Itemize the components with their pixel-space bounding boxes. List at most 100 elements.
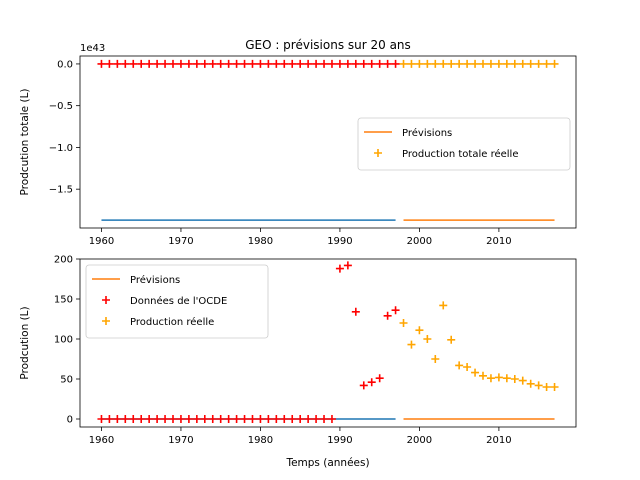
- data-point-marker: [359, 381, 368, 390]
- data-point-marker: [296, 59, 305, 68]
- data-point-marker: [169, 59, 177, 68]
- data-point-marker: [407, 340, 416, 349]
- x-tick-label: 2000: [407, 236, 432, 247]
- data-point-marker: [550, 383, 559, 391]
- data-point-marker: [367, 378, 376, 387]
- data-point-marker: [447, 59, 456, 68]
- data-point-marker: [455, 59, 464, 68]
- data-point-marker: [399, 59, 408, 68]
- legend-entry-label: Prévisions: [130, 274, 180, 286]
- x-tick-label: 1990: [327, 236, 352, 247]
- data-point-marker: [216, 415, 225, 423]
- data-point-marker: [471, 59, 480, 68]
- data-point-marker: [431, 59, 440, 68]
- data-point-marker: [153, 59, 162, 68]
- x-tick-label: 1980: [248, 236, 273, 247]
- data-point-marker: [256, 415, 265, 423]
- data-point-marker: [208, 415, 217, 423]
- data-point-marker: [447, 335, 456, 344]
- data-point-marker: [121, 415, 130, 423]
- data-point-marker: [97, 59, 106, 68]
- data-point-marker: [502, 374, 511, 383]
- data-point-marker: [526, 379, 535, 388]
- data-point-marker: [359, 59, 368, 68]
- data-point-marker: [351, 307, 360, 316]
- data-point-marker: [471, 368, 480, 377]
- data-point-marker: [383, 59, 392, 68]
- data-point-marker: [510, 59, 519, 68]
- data-point-marker: [486, 59, 495, 68]
- x-tick-label: 2010: [486, 435, 511, 446]
- data-point-marker: [439, 59, 448, 68]
- data-point-marker: [320, 415, 329, 423]
- data-point-marker: [280, 415, 289, 423]
- data-point-marker: [463, 59, 472, 68]
- y-axis-label: Prodcution totale (L): [19, 88, 31, 195]
- data-point-marker: [542, 59, 551, 68]
- data-point-marker: [192, 415, 201, 423]
- data-point-marker: [169, 415, 177, 423]
- x-tick-label: 1980: [248, 435, 273, 446]
- data-point-marker: [423, 335, 432, 343]
- data-point-marker: [184, 415, 193, 423]
- data-point-marker: [494, 373, 503, 382]
- data-point-marker: [407, 59, 416, 68]
- data-point-marker: [113, 415, 122, 423]
- data-point-marker: [423, 59, 432, 68]
- legend-entry-label: Production totale réelle: [402, 148, 518, 160]
- data-point-marker: [335, 264, 344, 273]
- data-point-marker: [113, 59, 122, 68]
- legend-marker-swatch: [102, 296, 110, 304]
- data-point-marker: [542, 383, 551, 391]
- data-point-marker: [224, 59, 233, 68]
- data-point-marker: [343, 261, 352, 270]
- x-axis-label: Temps (années): [285, 457, 369, 469]
- data-point-marker: [510, 375, 519, 383]
- plots: 1960 1970 1980 1990 2000 20100.0−0.5−1.0−1.51…: [19, 43, 577, 469]
- data-point-marker: [288, 59, 297, 68]
- data-point-marker: [351, 59, 360, 68]
- y-tick-label: −0.5: [49, 101, 73, 112]
- data-point-marker: [494, 59, 503, 68]
- data-point-marker: [327, 59, 336, 68]
- legend-box: [85, 264, 269, 339]
- x-tick-label: 2000: [407, 435, 432, 446]
- data-point-marker: [367, 59, 376, 68]
- data-point-marker: [224, 415, 233, 423]
- data-point-marker: [383, 311, 392, 320]
- data-point-marker: [479, 59, 487, 68]
- data-point-marker: [137, 415, 146, 423]
- data-point-marker: [534, 59, 543, 68]
- data-point-marker: [399, 319, 408, 327]
- subplot-1: 1960 1970 1980 1990 2000 2010 0.0 −0.5 −1.0 −1.5 1…: [19, 43, 577, 247]
- y-tick-label: 0: [67, 415, 73, 426]
- axes-frame: [79, 258, 577, 428]
- data-point-marker: [296, 415, 305, 423]
- y-tick-label: 100: [54, 335, 73, 346]
- data-point-marker: [272, 59, 281, 68]
- data-point-marker: [288, 415, 297, 423]
- legend-entry-label: Données de l'OCDE: [130, 295, 227, 307]
- data-point-marker: [463, 363, 472, 371]
- data-point-marker: [264, 415, 273, 423]
- data-point-marker: [304, 59, 313, 68]
- data-point-marker: [280, 59, 289, 68]
- data-point-marker: [129, 415, 138, 423]
- legend-marker-swatch: [102, 317, 110, 325]
- data-point-marker: [534, 381, 543, 390]
- data-point-marker: [232, 59, 241, 68]
- data-point-marker: [248, 59, 257, 68]
- data-point-marker: [415, 59, 424, 68]
- data-point-marker: [431, 355, 440, 363]
- data-point-marker: [479, 371, 487, 380]
- data-point-marker: [184, 59, 193, 68]
- data-point-marker: [264, 59, 273, 68]
- data-point-marker: [192, 59, 201, 68]
- x-tick-label: 1990: [327, 435, 352, 446]
- data-point-marker: [105, 415, 114, 423]
- y-axis-label: Prodcution (L): [19, 306, 31, 379]
- data-point-marker: [256, 59, 265, 68]
- legend-entry-label: Prévisions: [402, 127, 452, 139]
